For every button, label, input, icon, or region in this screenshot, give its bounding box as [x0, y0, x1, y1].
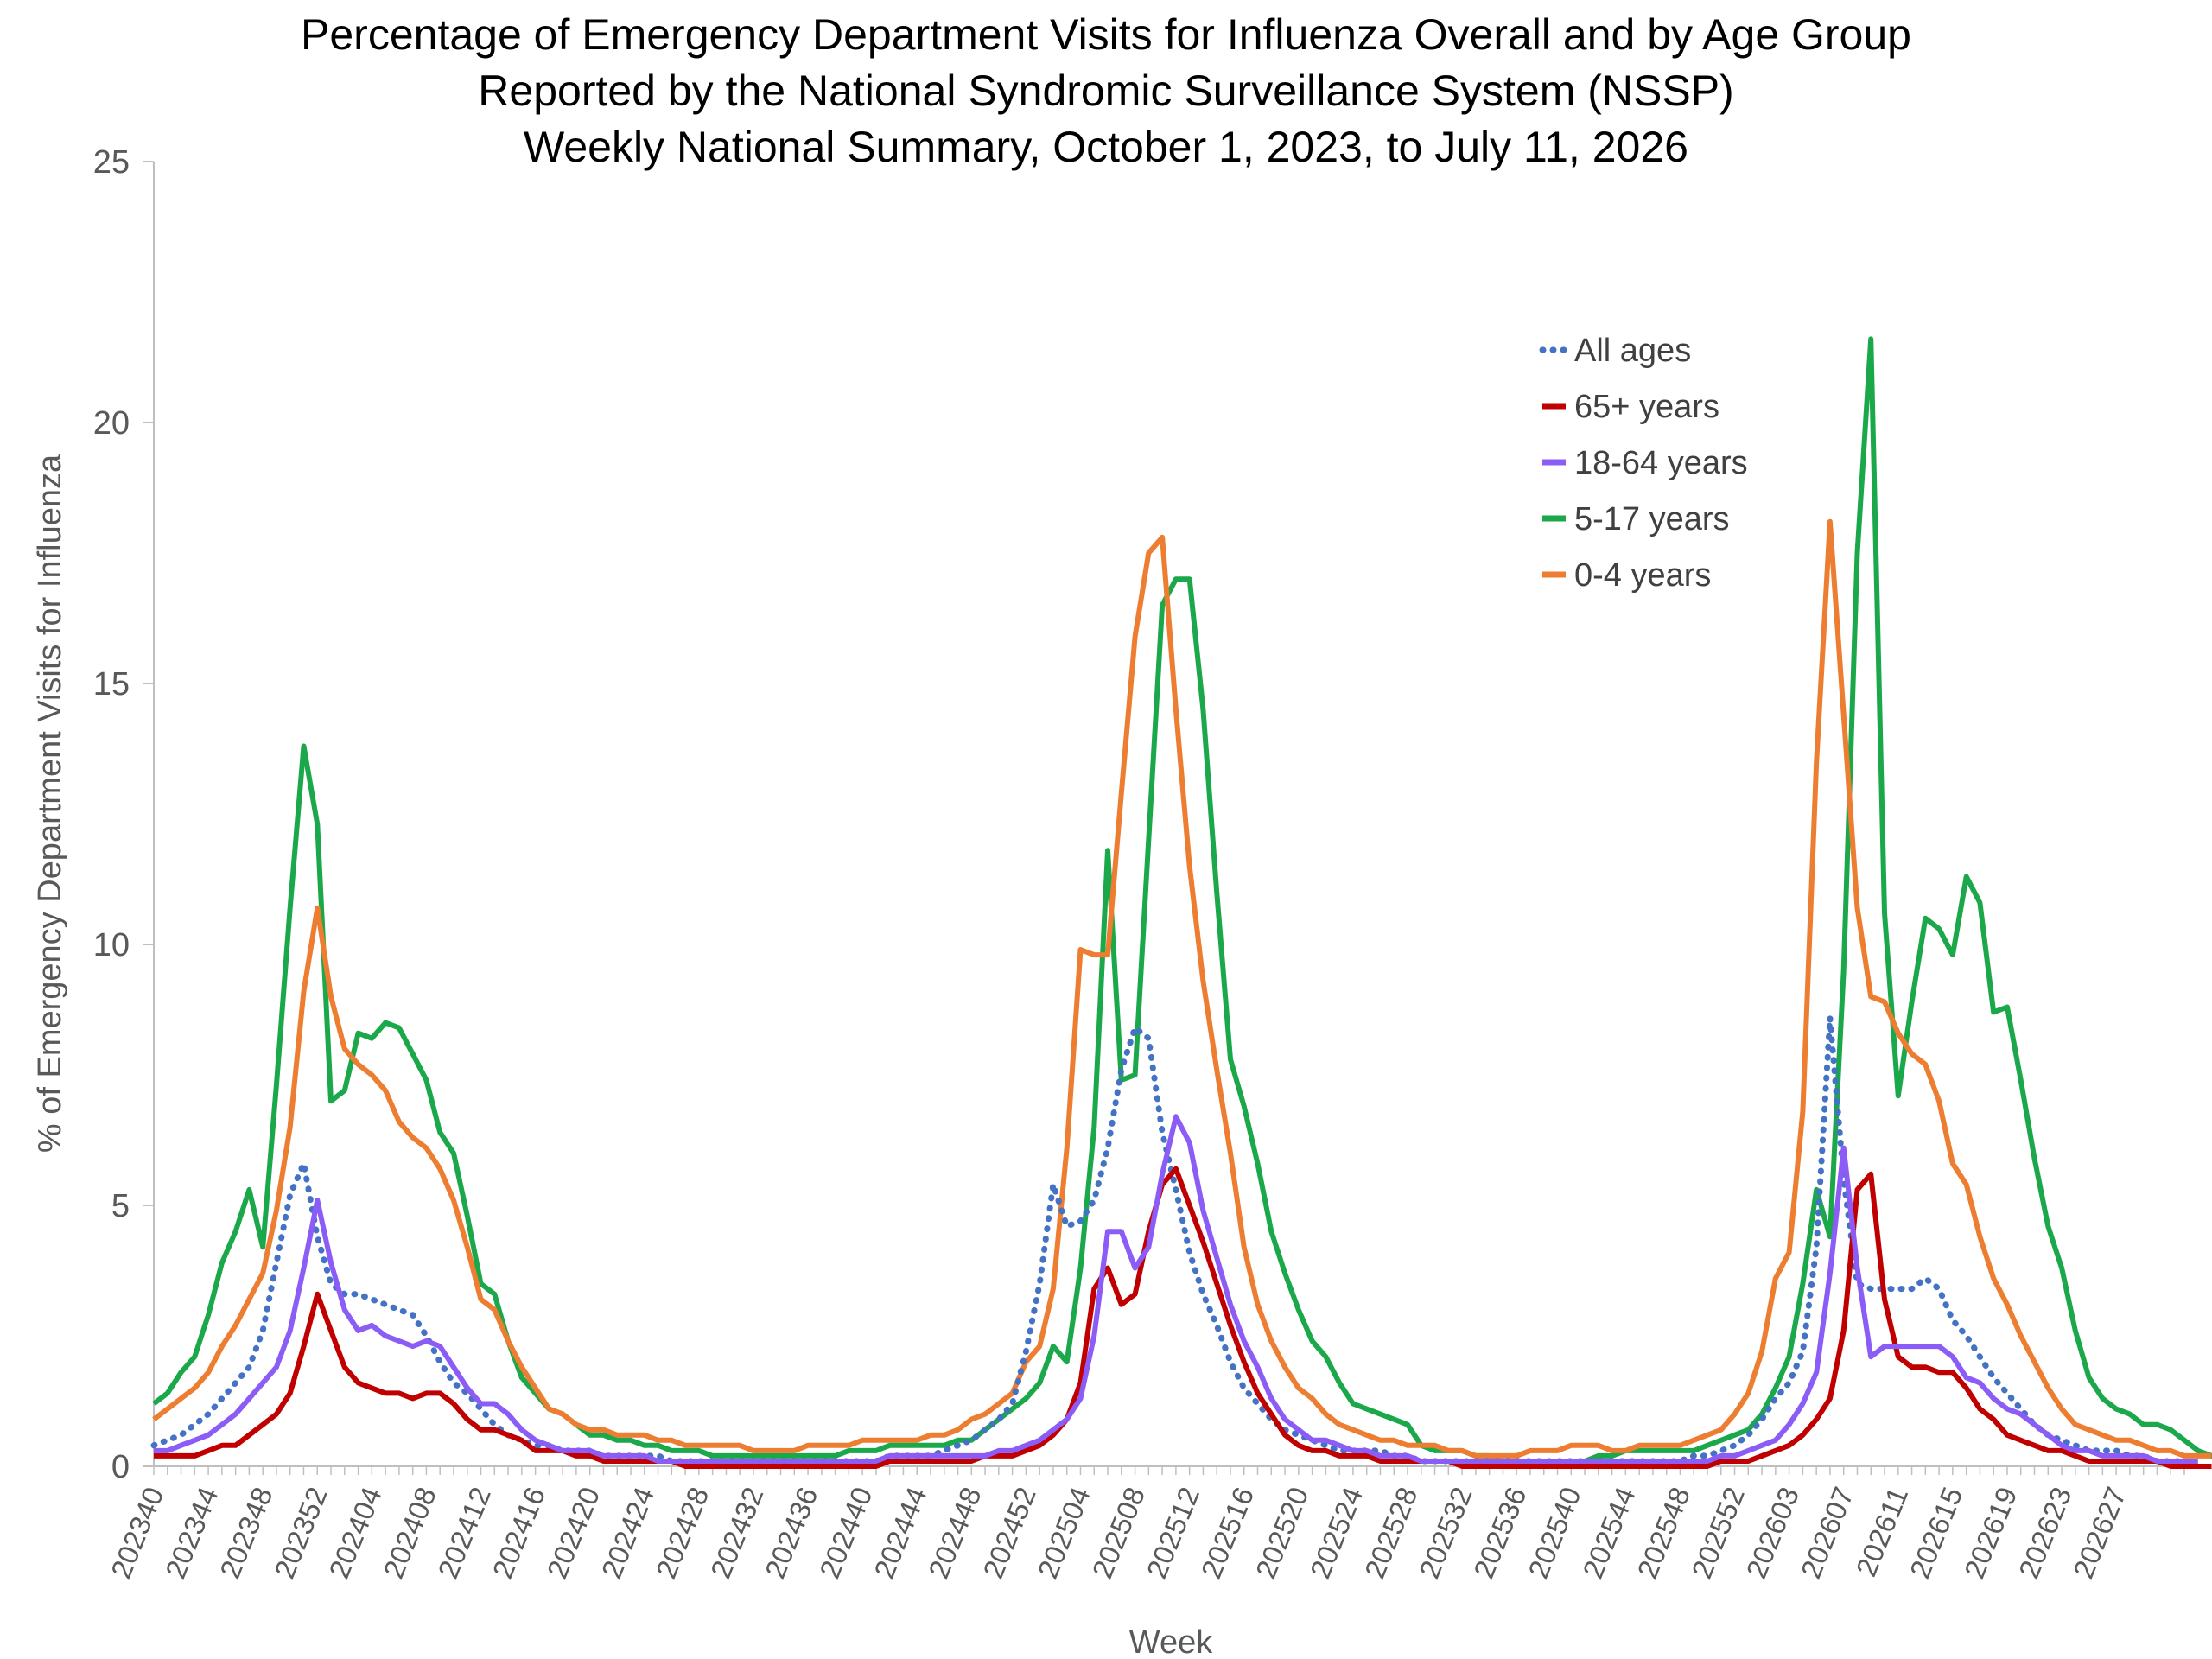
- legend-label: 18-64 years: [1574, 445, 1748, 481]
- y-tick-label: 5: [111, 1188, 130, 1224]
- x-axis-title: Week: [1129, 1624, 1213, 1659]
- legend-label: 65+ years: [1574, 389, 1719, 425]
- y-tick-label: 15: [93, 666, 130, 702]
- legend-label: 0-4 years: [1574, 557, 1711, 594]
- legend-label: All ages: [1574, 333, 1691, 369]
- y-axis-ticks: 0 5 10 15 20 25: [93, 144, 154, 1485]
- chart-title: Percentage of Emergency Department Visit…: [301, 10, 1911, 171]
- x-tick-label: 202627: [2067, 1483, 2133, 1583]
- series-line-0-4-years: [152, 518, 2212, 1459]
- y-tick-label: 10: [93, 927, 130, 963]
- y-tick-label: 0: [111, 1449, 130, 1485]
- y-tick-label: 25: [93, 144, 130, 181]
- legend: All ages 65+ years 18-64 years 5-17 years 0-…: [1539, 333, 1748, 594]
- series-line-all-ages: [150, 1014, 2188, 1465]
- y-tick-label: 20: [93, 405, 130, 442]
- chart-title-line-1: Percentage of Emergency Department Visit…: [301, 10, 1911, 59]
- axes: [153, 162, 2184, 1467]
- x-axis-ticks: 2023402023442023482023522024042024082024…: [105, 1466, 2185, 1583]
- legend-label: 5-17 years: [1574, 501, 1730, 537]
- y-axis-title: % of Emergency Department Visits for Inf…: [32, 454, 68, 1153]
- series-line-18-64-years: [154, 1114, 2198, 1464]
- chart-title-line-3: Weekly National Summary, October 1, 2023…: [524, 123, 1688, 171]
- series-line-5-17-years: [152, 336, 2212, 1464]
- series-line-65-years: [154, 1166, 2212, 1469]
- series-lines: [150, 336, 2212, 1469]
- chart-title-line-2: Reported by the National Syndromic Surve…: [478, 67, 1733, 115]
